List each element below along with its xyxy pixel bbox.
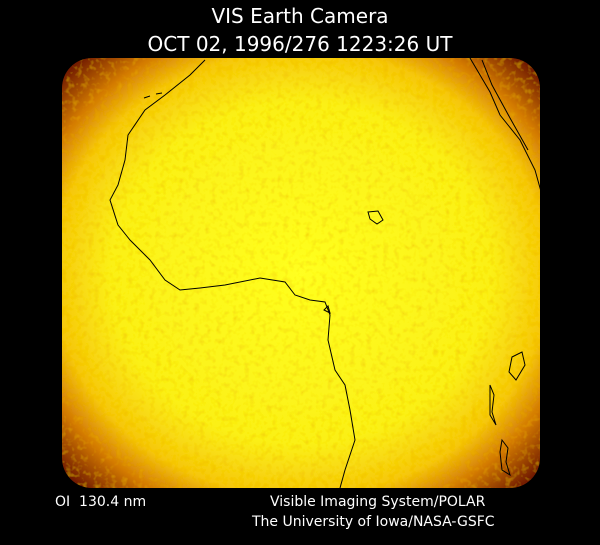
island [499, 438, 511, 477]
image-field [62, 58, 540, 488]
wavelength-label: OI 130.4 nm [55, 494, 146, 510]
credit-line: Visible Imaging System/POLAR [270, 494, 486, 510]
coastline [109, 59, 356, 488]
coastline [469, 58, 540, 196]
subtitle: OCT 02, 1996/276 1223:26 UT [148, 32, 454, 56]
coastline [481, 59, 529, 151]
island [323, 305, 331, 314]
island [489, 384, 497, 426]
camera-image [62, 58, 540, 488]
credit-line: The University of Iowa/NASA-GSFC [251, 514, 495, 530]
title: VIS Earth Camera [211, 4, 388, 28]
island [367, 210, 384, 225]
island [508, 351, 526, 381]
island [143, 92, 163, 99]
